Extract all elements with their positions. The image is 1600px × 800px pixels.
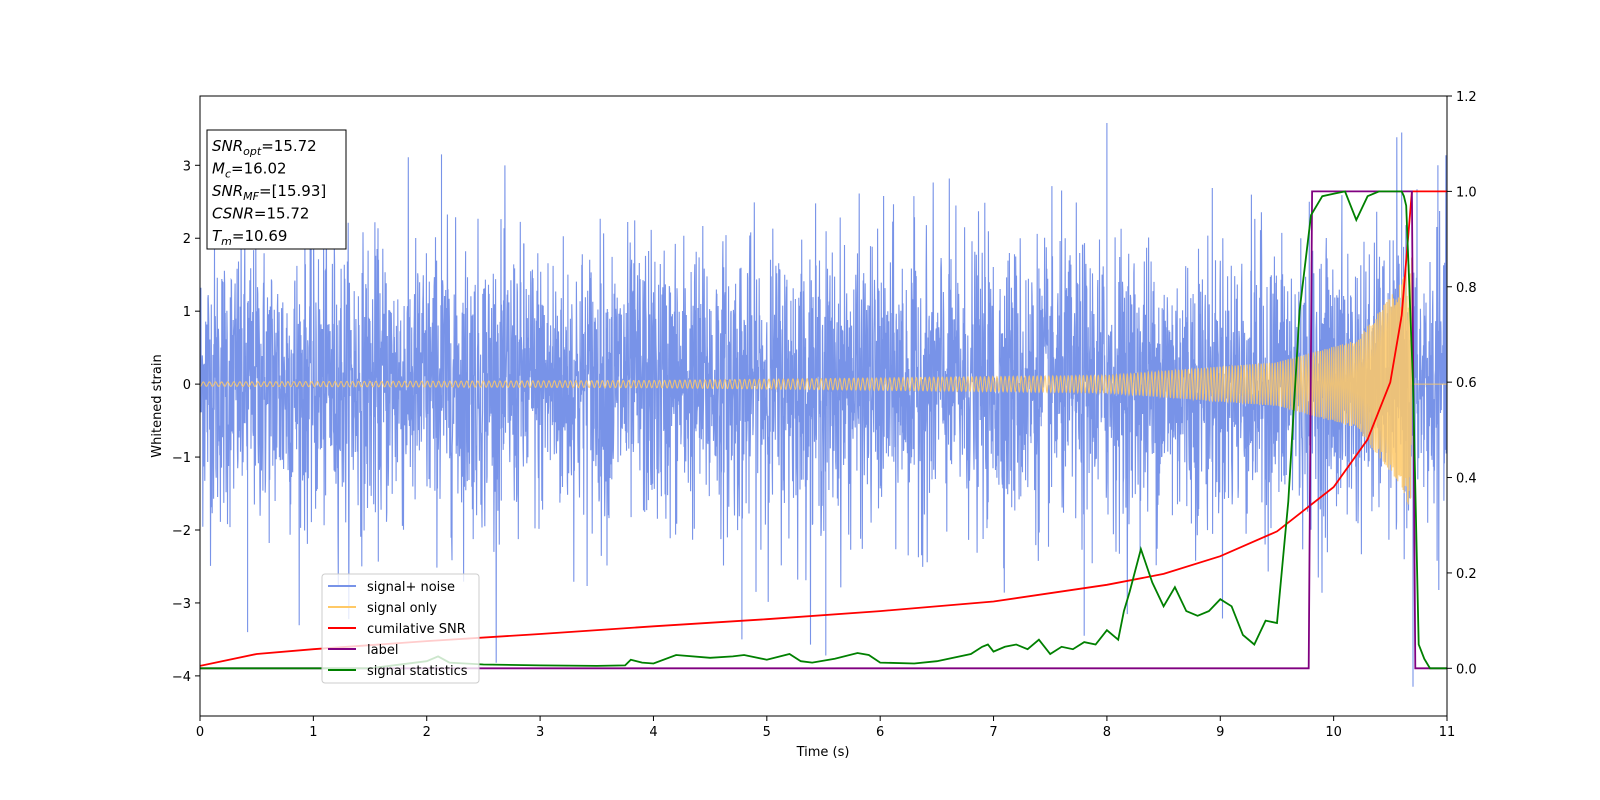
info-box-frame bbox=[206, 129, 347, 250]
series-signal-noise bbox=[200, 123, 1447, 687]
y2-tick-label: 0.8 bbox=[1456, 281, 1477, 296]
y-tick-label: −1 bbox=[172, 451, 191, 466]
series-signal-only bbox=[200, 257, 1447, 505]
y-tick-label: 1 bbox=[183, 305, 191, 320]
x-tick-label: 10 bbox=[1325, 725, 1342, 740]
x-tick-label: 9 bbox=[1216, 725, 1224, 740]
y2-tick-label: 0.6 bbox=[1456, 376, 1477, 391]
y-tick-label: 0 bbox=[183, 378, 191, 393]
info-box-line: SNRopt=15.72 bbox=[212, 137, 317, 158]
legend-frame bbox=[321, 573, 480, 684]
x-tick-label: 3 bbox=[536, 725, 544, 740]
x-tick-label: 7 bbox=[989, 725, 997, 740]
axis-ticks: 0 1 2 3 4 5 6 7 8 9 10 11 −4 −3 −2 −1 0 1 2 3 0.0 0.2 0.4 0.6 0.… bbox=[172, 90, 1477, 740]
info-box-line: Mc=16.02 bbox=[212, 160, 287, 181]
x-tick-label: 11 bbox=[1439, 725, 1456, 740]
legend-label: signal+ noise bbox=[367, 580, 455, 595]
signal-only-line bbox=[200, 257, 1447, 505]
y-tick-label: −2 bbox=[172, 524, 191, 539]
y2-tick-label: 0.4 bbox=[1456, 472, 1477, 487]
legend-entries: signal+ noise signal only cumilative SNR la… bbox=[328, 580, 468, 679]
info-box-line: SNRMF=[15.93] bbox=[212, 182, 326, 203]
legend: signal+ noise signal only cumilative SNR la… bbox=[321, 573, 480, 684]
y-tick-label: 3 bbox=[183, 159, 191, 174]
y-tick-label: 2 bbox=[183, 232, 191, 247]
x-tick-label: 6 bbox=[876, 725, 884, 740]
x-tick-label: 1 bbox=[309, 725, 317, 740]
y-tick-label: −3 bbox=[172, 597, 191, 612]
legend-label: signal only bbox=[367, 601, 437, 616]
x-tick-label: 4 bbox=[649, 725, 657, 740]
legend-label: label bbox=[367, 643, 398, 658]
y-axis-label: Whitened strain bbox=[150, 354, 165, 457]
y2-tick-label: 0.2 bbox=[1456, 567, 1477, 582]
legend-label: cumilative SNR bbox=[367, 622, 466, 637]
y-tick-label: −4 bbox=[172, 670, 191, 685]
series-signal-statistics-line bbox=[200, 190, 1447, 670]
x-axis-label: Time (s) bbox=[796, 745, 850, 760]
y2-tick-label: 1.0 bbox=[1456, 185, 1477, 200]
legend-label: signal statistics bbox=[367, 664, 468, 679]
plot-frame bbox=[199, 95, 1448, 717]
x-tick-label: 8 bbox=[1103, 725, 1111, 740]
info-box-line: CSNR=15.72 bbox=[212, 205, 309, 223]
x-tick-label: 0 bbox=[196, 725, 204, 740]
y2-tick-label: 0.0 bbox=[1456, 662, 1477, 677]
x-tick-label: 5 bbox=[763, 725, 771, 740]
y2-tick-label: 1.2 bbox=[1456, 90, 1477, 105]
x-tick-label: 2 bbox=[423, 725, 431, 740]
signal-noise-line bbox=[200, 123, 1447, 687]
info-box-line: Tm=10.69 bbox=[212, 227, 287, 248]
series-label-line bbox=[200, 190, 1447, 670]
